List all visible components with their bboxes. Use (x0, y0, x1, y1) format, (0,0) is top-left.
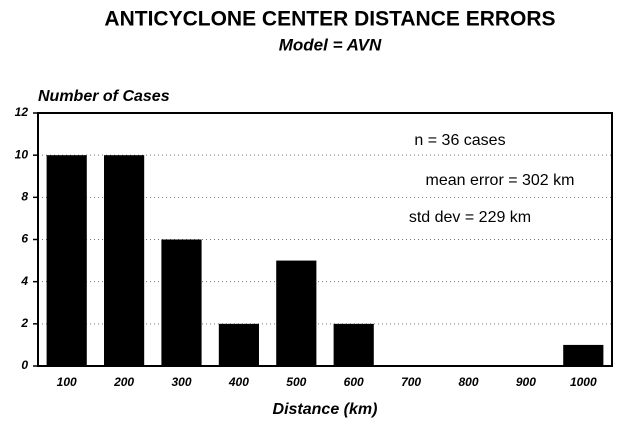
x-tick-label: 400 (228, 375, 249, 389)
bar (563, 344, 604, 366)
bar (46, 155, 87, 366)
x-tick-label: 500 (286, 375, 306, 389)
bar (161, 239, 202, 366)
bar (276, 260, 317, 366)
annotation: std dev = 229 km (409, 209, 531, 226)
x-axis-label: Distance (km) (273, 401, 378, 418)
y-tick-label: 2 (20, 316, 28, 330)
bar (104, 155, 145, 366)
x-tick-label: 200 (113, 375, 134, 389)
plot-frame (37, 112, 613, 367)
x-tick-label: 700 (401, 375, 421, 389)
x-tick-label: 800 (458, 375, 478, 389)
x-tick-label: 100 (57, 375, 77, 389)
bar (218, 323, 259, 366)
y-tick-label: 8 (21, 190, 28, 204)
x-tick-label: 1000 (570, 375, 597, 389)
annotation: n = 36 cases (414, 132, 505, 149)
chart-subtitle: Model = AVN (279, 35, 382, 54)
x-tick-label: 300 (171, 375, 191, 389)
y-tick-label: 6 (21, 232, 28, 246)
y-tick-label: 0 (21, 358, 28, 372)
chart-title: ANTICYCLONE CENTER DISTANCE ERRORS (104, 8, 555, 31)
bar (333, 323, 374, 366)
y-tick-label: 10 (15, 147, 29, 161)
y-axis-label: Number of Cases (38, 88, 170, 105)
y-tick-label: 12 (15, 105, 29, 119)
y-tick-label: 4 (20, 274, 28, 288)
x-tick-label: 600 (344, 375, 364, 389)
annotation: mean error = 302 km (426, 172, 575, 189)
x-tick-label: 900 (516, 375, 536, 389)
